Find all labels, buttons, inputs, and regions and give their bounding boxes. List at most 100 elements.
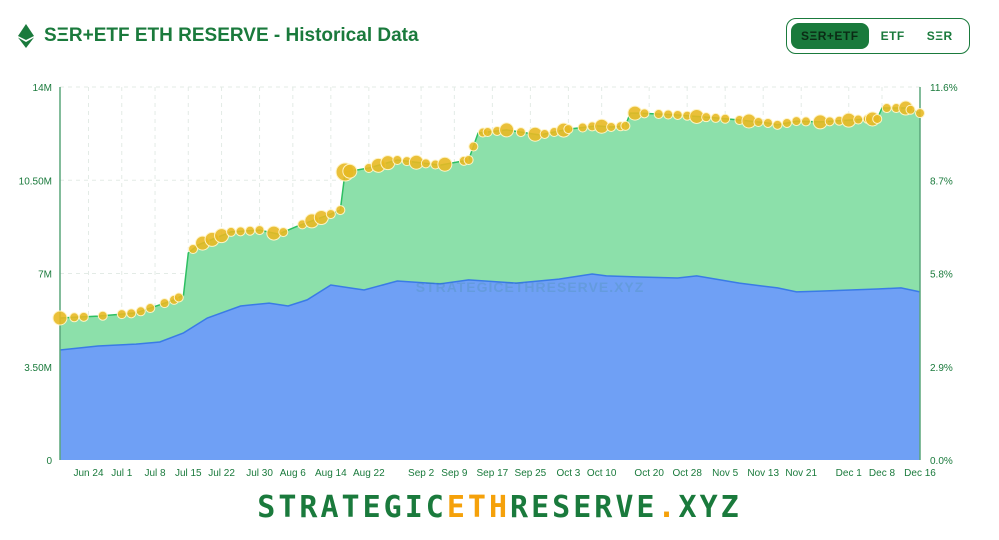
dataset-toggle: SΞR+ETF ETF SΞR [786, 18, 970, 54]
purchase-bubble [78, 311, 89, 322]
purchase-bubble [620, 120, 631, 131]
purchase-bubble [915, 108, 925, 119]
purchase-bubble [420, 158, 431, 169]
y-left-tick-label: 10.50M [19, 176, 52, 187]
purchase-bubble [437, 156, 453, 172]
y-left-tick-label: 7M [38, 270, 52, 281]
purchase-bubble [853, 114, 864, 125]
purchase-bubble [188, 243, 199, 254]
purchase-bubble [278, 227, 289, 238]
purchase-bubble [791, 116, 802, 127]
ser-series-area [60, 274, 920, 460]
purchase-bubble [69, 312, 80, 323]
page-title: SΞR+ETF ETH RESERVE - Historical Data [44, 25, 419, 46]
purchase-bubble [762, 117, 773, 128]
purchase-bubble [226, 226, 237, 237]
purchase-bubble [663, 109, 674, 120]
purchase-bubble [335, 205, 346, 216]
y-right-tick-label: 11.6% [930, 83, 958, 94]
x-tick-label: Sep 25 [515, 468, 547, 479]
purchase-bubble [468, 141, 479, 152]
purchase-bubble [116, 309, 127, 320]
purchase-bubble [539, 128, 550, 139]
x-tick-label: Sep 9 [441, 468, 468, 479]
purchase-bubble [824, 116, 835, 127]
purchase-bubble [772, 119, 783, 130]
purchase-bubble [881, 103, 892, 114]
footer-logo-eth: ETH [446, 490, 511, 525]
purchase-bubble [701, 112, 712, 123]
purchase-bubble [245, 225, 256, 236]
x-tick-label: Aug 6 [280, 468, 307, 479]
x-tick-label: Jun 24 [73, 468, 103, 479]
purchase-bubble [710, 112, 721, 123]
x-tick-label: Dec 1 [836, 468, 863, 479]
toggle-ser-etf[interactable]: SΞR+ETF [791, 23, 869, 49]
x-tick-label: Nov 13 [747, 468, 779, 479]
footer-logo-strategic: STRATEGIC [257, 490, 447, 525]
ser-series-line [59, 273, 921, 351]
footer-logo[interactable]: STRATEGICETHRESERVE.XYZ [0, 490, 999, 525]
x-tick-label: Jul 1 [111, 468, 133, 479]
x-tick-label: Jul 15 [175, 468, 202, 479]
purchase-bubble [515, 127, 526, 138]
y-right-tick-label: 2.9% [930, 363, 953, 374]
x-tick-label: Jul 30 [246, 468, 273, 479]
purchase-bubble [52, 310, 68, 326]
purchase-bubble [126, 308, 137, 319]
x-tick-label: Oct 10 [587, 468, 617, 479]
y-left-tick-label: 14M [33, 83, 52, 94]
reserve-chart: 0 3.50M 7M 10.50M 14M 0.0% 2.9% 5.8% 8.7% 11.6% Ju… [19, 83, 958, 479]
purchase-bubble [235, 226, 246, 237]
chart-header: SΞR+ETF ETH RESERVE - Historical Data [18, 24, 419, 48]
purchase-bubble [97, 310, 108, 321]
purchase-bubble [145, 303, 156, 314]
purchase-bubble [653, 109, 664, 120]
toggle-etf[interactable]: ETF [880, 29, 905, 43]
purchase-bubble [482, 127, 493, 138]
x-tick-label: Oct 3 [556, 468, 580, 479]
chart-watermark: STRATEGICETHRESERVE.XYZ [416, 279, 645, 295]
purchase-bubble [720, 113, 731, 124]
purchase-bubble [872, 113, 883, 124]
footer-logo-xyz: XYZ [678, 490, 742, 525]
purchase-bubble [606, 121, 617, 132]
purchase-bubble [672, 109, 683, 120]
y-left-tick-label: 0 [46, 456, 52, 467]
x-tick-label: Oct 28 [672, 468, 702, 479]
y-left-tick-label: 3.50M [24, 363, 52, 374]
purchase-bubble [392, 155, 403, 166]
purchase-bubble [135, 306, 146, 317]
purchase-bubble [639, 108, 650, 119]
x-tick-label: Aug 14 [315, 468, 347, 479]
y-right-tick-label: 8.7% [930, 176, 953, 187]
footer-logo-dot: . [657, 490, 679, 525]
x-tick-label: Nov 21 [785, 468, 817, 479]
y-right-tick-label: 0.0% [930, 456, 953, 467]
purchase-bubble [577, 122, 588, 133]
x-tick-label: Sep 17 [477, 468, 509, 479]
purchase-bubble [173, 292, 184, 303]
purchase-bubble [753, 116, 764, 127]
purchase-bubble [380, 155, 396, 171]
purchase-bubble [463, 155, 474, 166]
x-tick-label: Aug 22 [353, 468, 385, 479]
purchase-bubble [800, 116, 811, 127]
footer-logo-reserve: RESERVE [510, 490, 658, 525]
x-tick-label: Nov 5 [712, 468, 739, 479]
purchase-bubble [159, 298, 170, 309]
toggle-ser[interactable]: SΞR [926, 29, 953, 43]
purchase-bubble [781, 117, 792, 128]
purchase-bubble [342, 163, 358, 179]
purchase-bubble [325, 209, 336, 220]
y-right-tick-label: 5.8% [930, 270, 953, 281]
x-tick-label: Dec 16 [904, 468, 936, 479]
ethereum-icon [18, 24, 34, 48]
purchase-bubble [499, 122, 515, 138]
x-tick-label: Jul 8 [144, 468, 166, 479]
x-tick-label: Jul 22 [208, 468, 235, 479]
x-tick-label: Sep 2 [408, 468, 435, 479]
x-tick-label: Dec 8 [869, 468, 896, 479]
purchase-bubble [905, 104, 916, 115]
purchase-bubble [563, 124, 574, 135]
